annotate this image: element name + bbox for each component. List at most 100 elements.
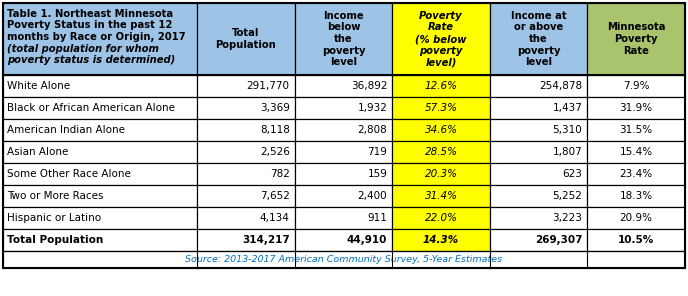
Bar [294, 229, 392, 251]
Text: Poverty
Rate
(% below
poverty
level): Poverty Rate (% below poverty level) [416, 11, 466, 67]
Bar [392, 141, 490, 163]
Bar [3, 75, 197, 97]
Bar [588, 97, 685, 119]
Bar [3, 207, 197, 229]
Bar [490, 141, 588, 163]
Bar [392, 185, 490, 207]
Bar [490, 229, 588, 251]
Bar [3, 97, 197, 119]
Bar [294, 141, 392, 163]
Text: 18.3%: 18.3% [620, 191, 653, 201]
Text: 31.5%: 31.5% [620, 125, 653, 135]
Text: 254,878: 254,878 [539, 81, 583, 91]
Text: 23.4%: 23.4% [620, 169, 653, 179]
Bar [392, 207, 490, 229]
Bar [294, 207, 392, 229]
Bar [588, 141, 685, 163]
Text: poverty status is determined): poverty status is determined) [7, 55, 175, 65]
Text: 314,217: 314,217 [242, 235, 290, 245]
Text: 10.5%: 10.5% [618, 235, 654, 245]
Text: 20.9%: 20.9% [620, 213, 653, 223]
Text: 5,252: 5,252 [552, 191, 583, 201]
Bar [588, 185, 685, 207]
Bar [3, 163, 197, 185]
Text: 44,910: 44,910 [347, 235, 387, 245]
Text: Total
Population: Total Population [215, 28, 277, 50]
Text: Minnesota
Poverty
Rate: Minnesota Poverty Rate [607, 22, 665, 56]
Text: 782: 782 [270, 169, 290, 179]
Bar [490, 185, 588, 207]
Bar [588, 207, 685, 229]
Text: months by Race or Origin, 2017: months by Race or Origin, 2017 [7, 32, 186, 42]
Bar [588, 3, 685, 75]
Text: (total population for whom: (total population for whom [7, 44, 159, 54]
Bar [490, 163, 588, 185]
Text: 5,310: 5,310 [552, 125, 583, 135]
Text: 12.6%: 12.6% [424, 81, 458, 91]
Text: 1,932: 1,932 [357, 103, 387, 113]
Text: Income at
or above
the
poverty
level: Income at or above the poverty level [510, 11, 566, 67]
Bar [197, 163, 294, 185]
Bar [294, 119, 392, 141]
Bar [588, 119, 685, 141]
Bar [197, 97, 294, 119]
Bar [490, 75, 588, 97]
Bar [294, 185, 392, 207]
Bar [197, 119, 294, 141]
Text: Source: 2013-2017 American Community Survey, 5-Year Estimates: Source: 2013-2017 American Community Sur… [186, 255, 502, 264]
Text: Black or African American Alone: Black or African American Alone [7, 103, 175, 113]
Bar [197, 75, 294, 97]
Text: 159: 159 [367, 169, 387, 179]
Bar [294, 3, 392, 75]
Text: 2,400: 2,400 [358, 191, 387, 201]
Bar [490, 97, 588, 119]
Bar [197, 141, 294, 163]
Text: 57.3%: 57.3% [424, 103, 458, 113]
Bar [3, 3, 685, 268]
Text: 623: 623 [563, 169, 583, 179]
Bar [490, 119, 588, 141]
Bar [392, 97, 490, 119]
Text: Hispanic or Latino: Hispanic or Latino [7, 213, 101, 223]
Bar [3, 3, 197, 75]
Bar [490, 3, 588, 75]
Bar [588, 163, 685, 185]
Text: 34.6%: 34.6% [424, 125, 458, 135]
Text: 269,307: 269,307 [535, 235, 583, 245]
Bar [294, 163, 392, 185]
Text: 291,770: 291,770 [247, 81, 290, 91]
Bar [294, 97, 392, 119]
Text: 8,118: 8,118 [260, 125, 290, 135]
Bar [392, 3, 490, 75]
Bar [490, 207, 588, 229]
Text: Two or More Races: Two or More Races [7, 191, 103, 201]
Bar [392, 163, 490, 185]
Text: 719: 719 [367, 147, 387, 157]
Bar [3, 119, 197, 141]
Text: 2,808: 2,808 [358, 125, 387, 135]
Bar [392, 229, 490, 251]
Bar [3, 251, 685, 268]
Text: 31.9%: 31.9% [620, 103, 653, 113]
Bar [588, 229, 685, 251]
Text: Poverty Status in the past 12: Poverty Status in the past 12 [7, 20, 173, 30]
Text: Asian Alone: Asian Alone [7, 147, 68, 157]
Bar [3, 185, 197, 207]
Text: 1,437: 1,437 [552, 103, 583, 113]
Text: 7.9%: 7.9% [623, 81, 649, 91]
Bar [392, 119, 490, 141]
Text: 7,652: 7,652 [260, 191, 290, 201]
Bar [197, 229, 294, 251]
Text: 3,369: 3,369 [260, 103, 290, 113]
Text: 31.4%: 31.4% [424, 191, 458, 201]
Text: 14.3%: 14.3% [423, 235, 459, 245]
Bar [588, 75, 685, 97]
Bar [197, 3, 294, 75]
Text: 28.5%: 28.5% [424, 147, 458, 157]
Text: Income
below
the
poverty
level: Income below the poverty level [322, 11, 365, 67]
Bar [197, 207, 294, 229]
Text: 1,807: 1,807 [552, 147, 583, 157]
Bar [392, 75, 490, 97]
Bar [3, 141, 197, 163]
Text: American Indian Alone: American Indian Alone [7, 125, 125, 135]
